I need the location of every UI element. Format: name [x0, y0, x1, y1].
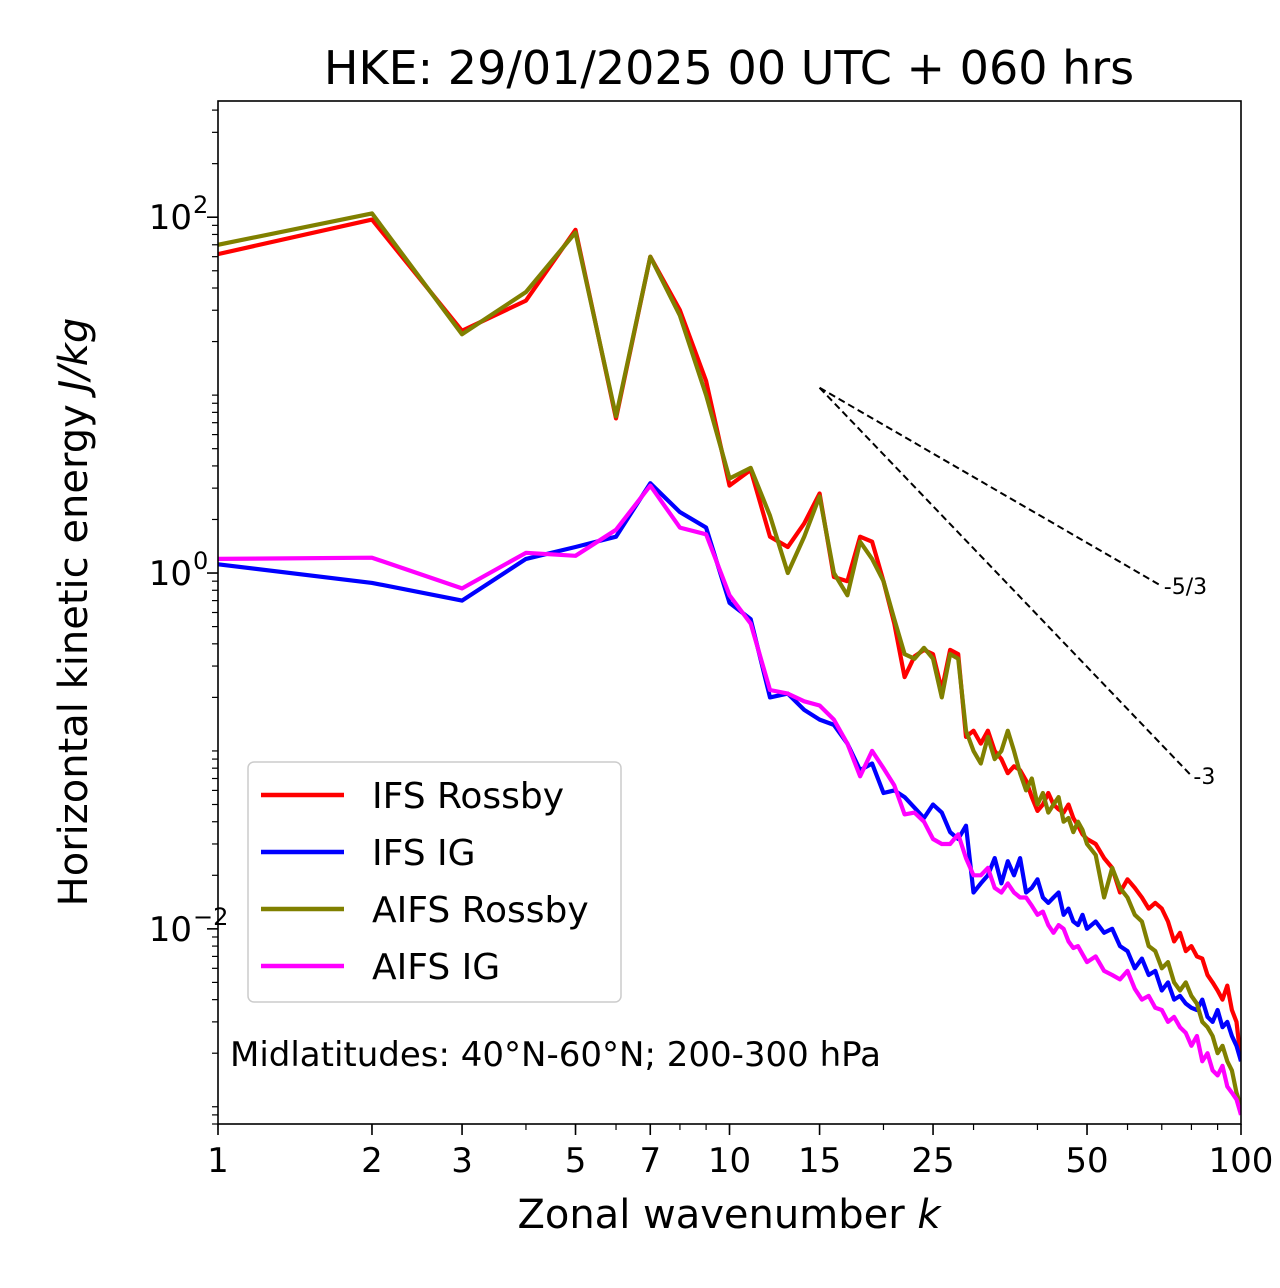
x-tick-label: 10 — [708, 1141, 751, 1181]
y-tick-exponent: −2 — [193, 903, 228, 931]
reference-line-label: -3 — [1193, 765, 1215, 790]
x-tick-label: 15 — [798, 1141, 841, 1181]
legend-label-aifs-rossby: AIFS Rossby — [372, 890, 589, 931]
series-layer — [218, 211, 1241, 1116]
x-axis-variable: k — [917, 1192, 942, 1238]
x-tick-label: 50 — [1065, 1141, 1108, 1181]
reference-line-slope — [818, 387, 1193, 777]
x-tick-label: 25 — [911, 1141, 954, 1181]
x-tick-label: 100 — [1209, 1141, 1274, 1181]
y-axis-unit: J/kg — [51, 318, 97, 399]
x-tick-label: 5 — [565, 1141, 587, 1181]
y-axis-label: Horizontal kinetic energy J/kg — [51, 318, 97, 907]
y-tick-exponent: 0 — [193, 547, 208, 575]
y-tick-label: 10 — [149, 910, 192, 950]
y-axis-label-text: Horizontal kinetic energy — [51, 404, 97, 906]
x-tick-label: 1 — [207, 1141, 229, 1181]
x-tick-label: 7 — [639, 1141, 661, 1181]
reference-lines: -5/3 -3 — [818, 386, 1215, 790]
series-line-ifs-rossby — [218, 217, 1241, 1062]
series-line-aifs-rossby — [218, 211, 1241, 1108]
x-axis-ticks: 1 2 3 5 7 10 15 25 50 100 — [207, 1124, 1273, 1181]
x-axis-label: Zonal wavenumber k — [517, 1192, 942, 1238]
x-tick-label: 2 — [361, 1141, 383, 1181]
y-tick-exponent: 2 — [193, 191, 208, 219]
chart-title: HKE: 29/01/2025 00 UTC + 060 hrs — [324, 41, 1134, 95]
legend-label-ifs-ig: IFS IG — [372, 833, 476, 874]
legend: IFS Rossby IFS IG AIFS Rossby AIFS IG — [247, 761, 622, 1003]
legend-label-ifs-rossby: IFS Rossby — [372, 776, 564, 817]
y-tick-label: 10 — [149, 554, 192, 594]
region-annotation: Midlatitudes: 40°N-60°N; 200-300 hPa — [230, 1035, 881, 1075]
y-tick-label: 10 — [149, 198, 192, 238]
legend-box — [247, 761, 622, 1003]
x-tick-label: 3 — [451, 1141, 473, 1181]
series-line-ifs-ig — [218, 481, 1241, 1062]
legend-label-aifs-ig: AIFS IG — [372, 947, 500, 988]
series-line-aifs-ig — [218, 483, 1241, 1116]
reference-line-label: -5/3 — [1164, 575, 1207, 600]
x-axis-label-text: Zonal wavenumber — [517, 1192, 905, 1238]
